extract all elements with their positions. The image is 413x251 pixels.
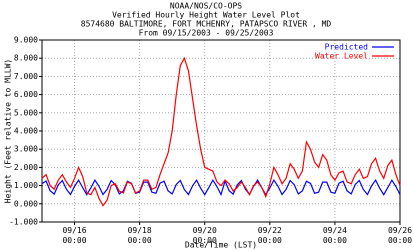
- x-tick-label: 09/20 00:00: [193, 226, 217, 245]
- y-tick-label: 0.000: [14, 199, 38, 208]
- period: From 09/15/2003 - 09/25/2003: [139, 29, 274, 38]
- y-tick-label: 7.000: [14, 72, 38, 81]
- y-tick-label: 9.000: [14, 36, 38, 45]
- x-axis-label: Date/Time (LST): [185, 241, 257, 250]
- chart-title: NOAA/NOS/CO-OPS: [170, 2, 242, 11]
- y-tick-label: 5.000: [14, 108, 38, 117]
- series-line: [41, 178, 401, 197]
- chart-subtitle: Verified Hourly Height Water Level Plot: [112, 11, 300, 20]
- x-tick-label: 09/26 00:00: [388, 226, 412, 245]
- y-tick-label: 6.000: [14, 90, 38, 99]
- y-tick-label: -1.000: [9, 218, 38, 227]
- x-tick-label: 09/24 00:00: [323, 226, 347, 245]
- station-name: 8574680 BALTIMORE, FORT MCHENRY, PATAPSC…: [81, 20, 332, 29]
- y-tick-label: 8.000: [14, 54, 38, 63]
- y-tick-label: 3.000: [14, 145, 38, 154]
- x-tick-label: 09/16 00:00: [62, 226, 86, 245]
- x-tick-label: 09/18 00:00: [128, 226, 152, 245]
- series-line: [41, 56, 401, 207]
- y-tick-label: 4.000: [14, 127, 38, 136]
- y-tick-label: 1.000: [14, 181, 38, 190]
- y-tick-label: 2.000: [14, 163, 38, 172]
- legend-label: Predicted: [325, 43, 369, 52]
- plot-frame: [41, 39, 401, 223]
- x-tick-label: 09/22 00:00: [258, 226, 282, 245]
- legend-label: Water Level: [315, 52, 368, 61]
- y-axis-label: Height (Feet relative to MLLW): [4, 59, 13, 204]
